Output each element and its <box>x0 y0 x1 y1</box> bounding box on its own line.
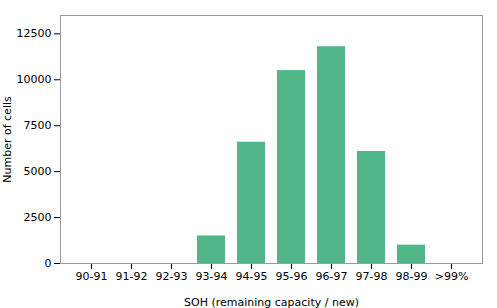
svg-text:2500: 2500 <box>24 211 52 224</box>
svg-text:12500: 12500 <box>17 27 52 40</box>
svg-text:94-95: 94-95 <box>236 270 268 283</box>
svg-text:7500: 7500 <box>24 119 52 132</box>
svg-text:SOH (remaining capacity / new): SOH (remaining capacity / new) <box>184 296 359 308</box>
svg-text:5000: 5000 <box>24 165 52 178</box>
svg-text:>99%: >99% <box>435 270 469 283</box>
svg-text:Number of cells: Number of cells <box>1 96 14 183</box>
svg-text:98-99: 98-99 <box>396 270 428 283</box>
svg-text:0: 0 <box>45 257 52 270</box>
svg-text:92-93: 92-93 <box>156 270 188 283</box>
svg-text:91-92: 91-92 <box>116 270 148 283</box>
svg-text:97-98: 97-98 <box>356 270 388 283</box>
svg-text:93-94: 93-94 <box>196 270 228 283</box>
svg-text:96-97: 96-97 <box>316 270 348 283</box>
svg-text:10000: 10000 <box>17 73 52 86</box>
svg-text:90-91: 90-91 <box>76 270 108 283</box>
svg-text:95-96: 95-96 <box>276 270 308 283</box>
